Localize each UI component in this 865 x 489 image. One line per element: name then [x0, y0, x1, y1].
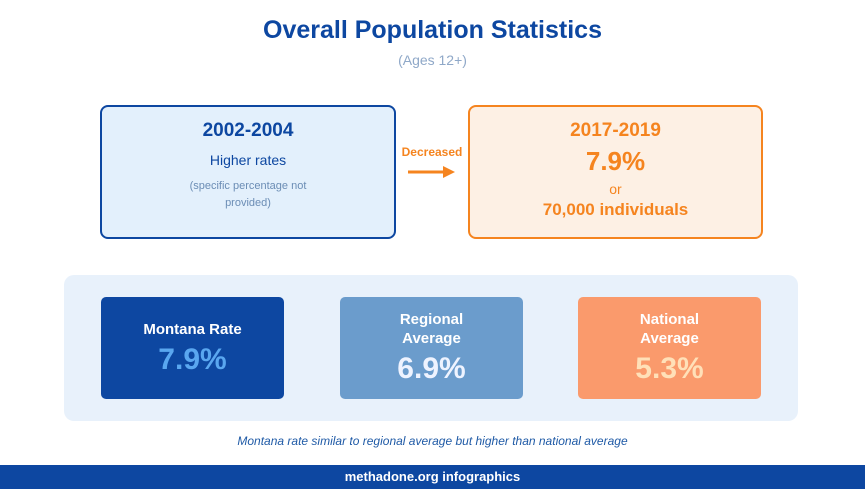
card-value: 7.9%: [158, 342, 227, 376]
after-connector: or: [609, 181, 622, 197]
card: Montana Rate 7.9%: [101, 297, 284, 399]
card: National Average 5.3%: [578, 297, 761, 399]
footer: methadone.org infographics: [0, 465, 865, 489]
subtitle: (Ages 12+): [398, 52, 467, 68]
after-count: 70,000 individuals: [542, 200, 689, 219]
card-label: Regional Average: [399, 311, 464, 347]
card-label: National Average: [639, 311, 700, 347]
before-period: 2002-2004: [202, 120, 294, 141]
before-text: Higher rates: [209, 152, 287, 168]
card-label: Montana Rate: [143, 320, 242, 338]
after-rate: 7.9%: [585, 146, 646, 176]
before-box: 2002-2004 Higher rates (specific percent…: [100, 105, 396, 239]
before-note: (specific percentage not provided): [189, 180, 307, 209]
arrow-head: [443, 166, 455, 178]
card: Regional Average 6.9%: [340, 297, 523, 399]
change-label: Decreased: [401, 145, 463, 159]
title: Overall Population Statistics: [263, 16, 602, 44]
arrow: [408, 166, 455, 178]
caption: Montana rate similar to regional average…: [237, 434, 628, 448]
card-value: 5.3%: [635, 352, 704, 385]
card-value: 6.9%: [397, 352, 466, 385]
after-period: 2017-2019: [570, 120, 661, 141]
after-box: 2017-2019 7.9% or 70,000 individuals: [468, 105, 763, 239]
